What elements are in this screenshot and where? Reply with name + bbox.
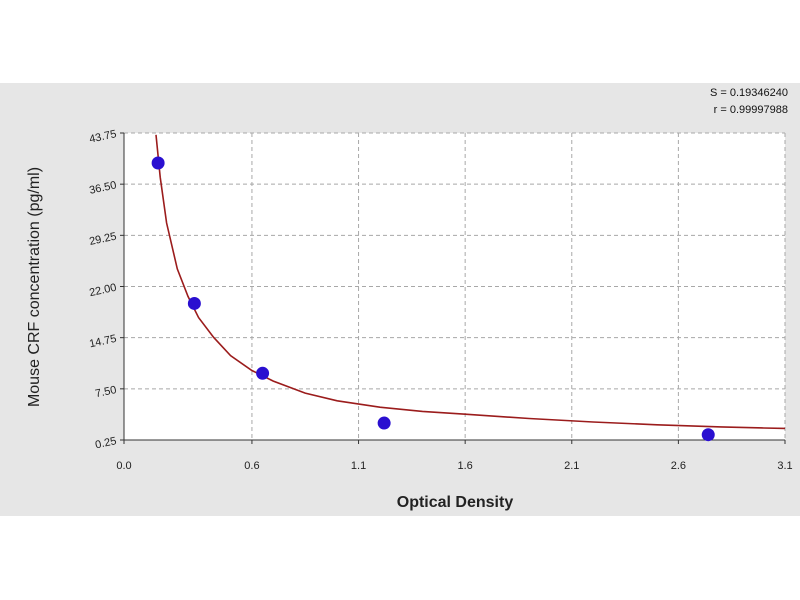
fit-s-statistic: S = 0.19346240 [710,87,788,99]
data-point [151,156,165,170]
y-axis-title: Mouse CRF concentration (pg/ml) [26,167,43,407]
x-tick-label: 0.0 [116,460,131,472]
data-point [187,296,201,310]
r-label: r = [713,104,730,116]
tick-labels: 0.0 0.6 1.1 1.6 2.1 2.6 3.1 0.25 7.50 14.75 22.00 2… [88,128,792,472]
grid-lines [124,132,786,440]
fit-r-statistic: r = 0.99997988 [714,104,788,116]
y-tick-label: 14.75 [88,333,117,350]
x-tick-label: 0.6 [244,460,259,472]
r-value: 0.99997988 [729,104,788,116]
y-tick-label: 0.25 [94,435,117,451]
curve-layer [155,134,786,430]
y-tick-label: 7.50 [94,384,117,400]
y-tick-label: 29.25 [88,231,117,248]
x-tick-label: 2.1 [564,460,579,472]
data-point [377,416,391,430]
s-value: 0.19346240 [729,87,788,99]
x-tick-label: 1.1 [351,460,366,472]
y-tick-label: 22.00 [88,282,117,299]
chart-svg: 0.0 0.6 1.1 1.6 2.1 2.6 3.1 0.25 7.50 14.75 22.00 2… [26,128,793,511]
axes [120,132,786,444]
data-point [256,366,270,380]
fitted-curve-line [155,134,786,430]
data-point [701,428,715,442]
x-tick-label: 2.6 [671,460,686,472]
points-layer [151,156,715,442]
x-axis-title: Optical Density [397,494,514,511]
x-tick-label: 1.6 [458,460,473,472]
s-label: S = [710,87,730,99]
chart-figure: 0.0 0.6 1.1 1.6 2.1 2.6 3.1 0.25 7.50 14.75 22.00 2… [0,83,800,516]
y-tick-label: 43.75 [88,128,117,145]
x-tick-label: 3.1 [777,460,792,472]
y-tick-label: 36.50 [88,179,117,196]
